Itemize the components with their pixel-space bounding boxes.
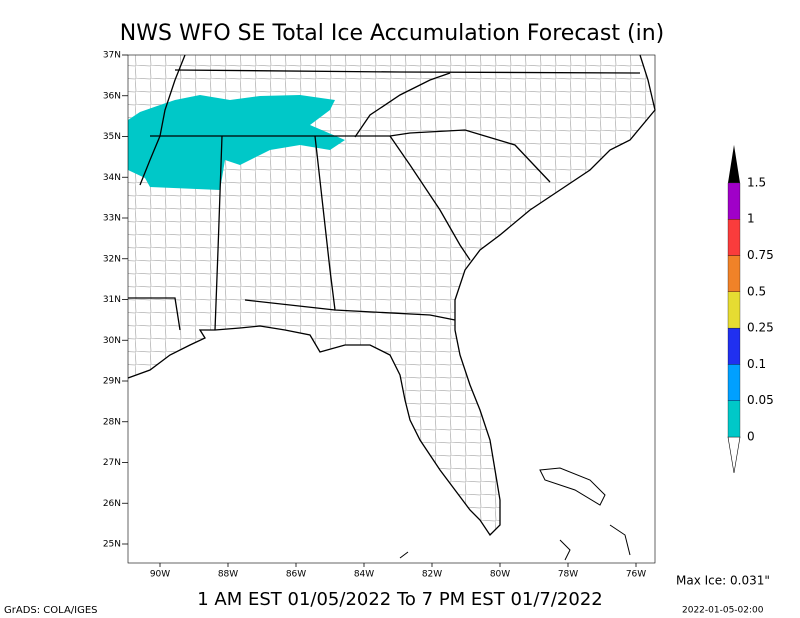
valid-range: 1 AM EST 01/05/2022 To 7 PM EST 01/7/202… (197, 589, 602, 610)
lon-label: 80W (490, 570, 510, 580)
legend-swatch (727, 255, 741, 292)
lon-label: 84W (354, 570, 374, 580)
legend-swatch (727, 400, 741, 438)
legend-label: 0.25 (747, 321, 774, 335)
state-border (139, 54, 186, 186)
timestamp: 2022-01-05-02:00 (682, 606, 764, 616)
legend-swatch (727, 327, 741, 365)
lon-label: 78W (558, 570, 578, 580)
lat-label: 28N (103, 417, 121, 427)
legend-label: 0.75 (747, 248, 774, 262)
coastline (127, 54, 656, 537)
lat-label: 25N (103, 540, 121, 550)
legend: 0 0.05 0.1 0.25 0.5 0.75 1 1.5 (727, 144, 774, 474)
lat-label: 32N (103, 254, 121, 264)
legend-label: 0.1 (747, 357, 766, 371)
legend-label: 0.05 (747, 393, 774, 407)
borders (127, 54, 656, 561)
island (539, 467, 606, 506)
lon-label: 86W (286, 570, 306, 580)
lat-axis: 37N 36N 35N 34N 33N 32N 31N 30N 29N 28N 27N 26N 25N (103, 51, 128, 550)
state-border (389, 135, 471, 261)
legend-above (728, 144, 740, 183)
state-border (128, 297, 181, 331)
credit: GrADS: COLA/IGES (4, 605, 98, 616)
state-border (244, 299, 336, 311)
legend-label: 1 (747, 212, 755, 226)
legend-label: 1.5 (747, 175, 766, 189)
lat-label: 27N (103, 458, 121, 468)
lon-label: 76W (626, 570, 646, 580)
legend-swatch (727, 219, 741, 256)
lat-label: 33N (103, 214, 121, 224)
lon-label: 90W (150, 570, 170, 580)
state-border (150, 129, 551, 183)
lon-label: 88W (218, 570, 238, 580)
lat-label: 29N (103, 377, 121, 387)
lat-label: 30N (103, 336, 121, 346)
map: 37N36N35N34N33N32N31N30N29N28N27N26N25N … (103, 51, 656, 580)
lat-label: 36N (103, 91, 121, 101)
lat-label: 35N (103, 132, 121, 142)
lon-label: 82W (422, 570, 442, 580)
state-border (354, 72, 451, 138)
title: NWS WFO SE Total Ice Accumulation Foreca… (120, 21, 664, 46)
ice-area (128, 95, 345, 190)
map-border (127, 54, 656, 564)
legend-swatch (727, 291, 741, 329)
legend-swatch (727, 364, 741, 401)
legend-swatch (727, 182, 741, 220)
island (399, 524, 631, 561)
legend-label: 0.5 (747, 284, 766, 298)
lat-label: 31N (103, 295, 121, 305)
legend-below (727, 436, 741, 474)
lat-label: 34N (103, 173, 121, 183)
legend-label: 0 (747, 430, 755, 444)
state-border (214, 135, 223, 331)
max-ice: Max Ice: 0.031" (676, 574, 770, 588)
state-border (174, 69, 641, 74)
lat-label: 37N (103, 51, 121, 61)
lat-label: 26N (103, 499, 121, 509)
lon-axis: 90W 88W 86W 84W 82W 80W 78W 76W (150, 563, 646, 580)
